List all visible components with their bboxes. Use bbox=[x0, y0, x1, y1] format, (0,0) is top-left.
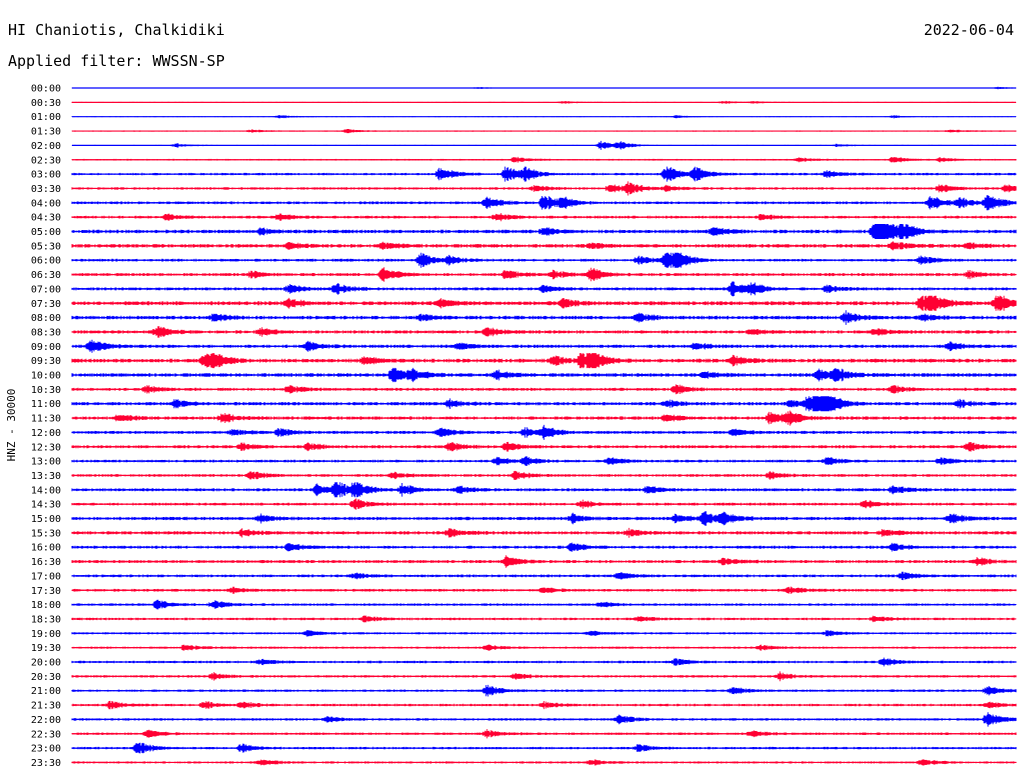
row-time-label: 09:30 bbox=[31, 356, 61, 367]
row-time-label: 17:30 bbox=[31, 586, 61, 597]
row-time-label: 20:00 bbox=[31, 658, 61, 669]
row-time-label: 11:00 bbox=[31, 399, 61, 410]
row-time-label: 19:30 bbox=[31, 643, 61, 654]
row-time-label: 12:00 bbox=[31, 428, 61, 439]
row-time-label: 16:30 bbox=[31, 557, 61, 568]
row-time-label: 20:30 bbox=[31, 672, 61, 683]
row-time-label: 22:00 bbox=[31, 715, 61, 726]
station-title: HI Chaniotis, Chalkidiki bbox=[8, 21, 225, 39]
row-time-label: 18:30 bbox=[31, 614, 61, 625]
row-time-label: 13:00 bbox=[31, 457, 61, 468]
row-time-label: 15:30 bbox=[31, 528, 61, 539]
row-time-label: 00:30 bbox=[31, 98, 61, 109]
date-label: 2022-06-04 bbox=[923, 21, 1014, 39]
y-axis-label: HNZ - 30000 bbox=[5, 389, 18, 462]
row-time-label: 12:30 bbox=[31, 442, 61, 453]
row-time-label: 08:00 bbox=[31, 313, 61, 324]
row-time-label: 02:30 bbox=[31, 155, 61, 166]
row-time-label: 15:00 bbox=[31, 514, 61, 525]
row-time-label: 22:30 bbox=[31, 729, 61, 740]
row-time-label: 11:30 bbox=[31, 414, 61, 425]
row-time-label: 07:00 bbox=[31, 284, 61, 295]
row-time-label: 10:00 bbox=[31, 371, 61, 382]
row-time-label: 14:00 bbox=[31, 485, 61, 496]
row-time-label: 05:30 bbox=[31, 241, 61, 252]
row-time-label: 02:00 bbox=[31, 141, 61, 152]
row-time-label: 18:00 bbox=[31, 600, 61, 611]
row-time-label: 08:30 bbox=[31, 327, 61, 338]
row-time-label: 16:00 bbox=[31, 543, 61, 554]
row-time-label: 03:00 bbox=[31, 170, 61, 181]
row-time-label: 21:00 bbox=[31, 686, 61, 697]
row-time-label: 03:30 bbox=[31, 184, 61, 195]
row-time-label: 21:30 bbox=[31, 701, 61, 712]
row-time-label: 04:30 bbox=[31, 213, 61, 224]
row-time-label: 06:30 bbox=[31, 270, 61, 281]
row-time-label: 13:30 bbox=[31, 471, 61, 482]
row-time-label: 23:30 bbox=[31, 758, 61, 769]
row-time-label: 09:00 bbox=[31, 342, 61, 353]
row-time-label: 04:00 bbox=[31, 198, 61, 209]
filter-label: Applied filter: WWSSN-SP bbox=[8, 52, 225, 70]
row-time-label: 14:30 bbox=[31, 500, 61, 511]
row-time-label: 10:30 bbox=[31, 385, 61, 396]
row-time-label: 06:00 bbox=[31, 256, 61, 267]
row-time-label: 19:00 bbox=[31, 629, 61, 640]
row-time-label: 17:00 bbox=[31, 571, 61, 582]
row-time-label: 00:00 bbox=[31, 84, 61, 95]
trace-rows: 00:00 00:30 01:00 01:30 02:00 02:30 03:00 03:30… bbox=[31, 84, 1017, 769]
row-time-label: 07:30 bbox=[31, 299, 61, 310]
row-time-label: 01:30 bbox=[31, 127, 61, 138]
row-time-label: 05:00 bbox=[31, 227, 61, 238]
row-time-label: 23:00 bbox=[31, 744, 61, 755]
row-time-label: 01:00 bbox=[31, 112, 61, 123]
